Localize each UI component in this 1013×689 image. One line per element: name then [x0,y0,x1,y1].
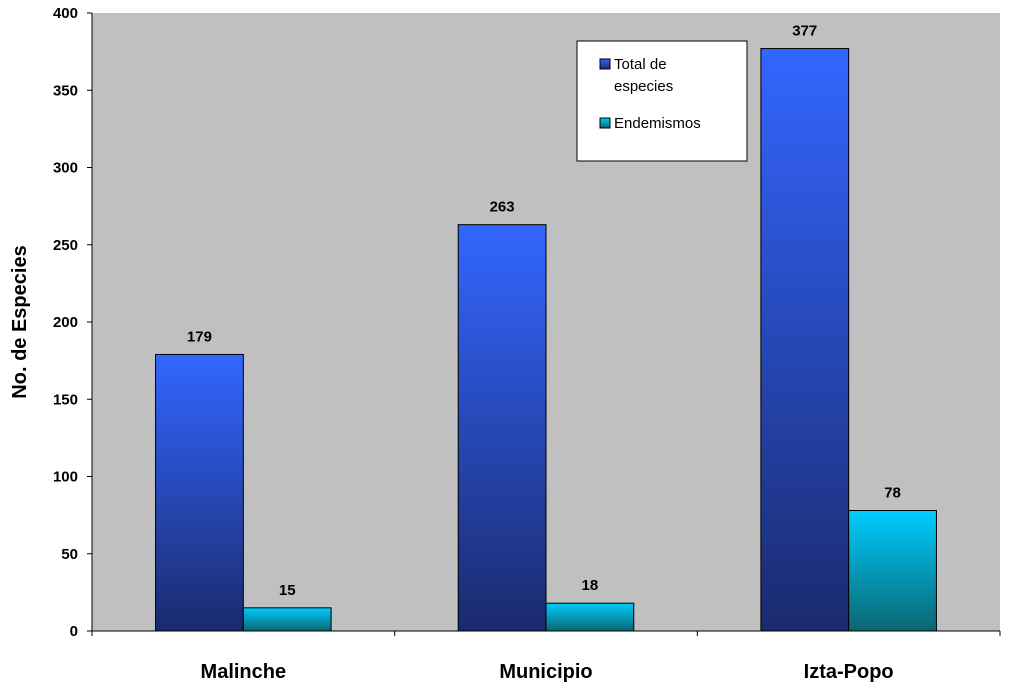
y-tick-label: 300 [53,160,78,177]
x-category-label: Municipio [499,661,592,683]
data-labels: 179 263 377 15 18 78 [187,23,901,599]
legend-swatch-total [599,58,611,70]
data-label: 15 [279,582,296,599]
data-label: 377 [792,23,817,40]
bar-endemismos [545,602,635,632]
data-label: 78 [884,484,901,501]
y-tick-label: 400 [53,5,78,22]
x-category-label: Izta-Popo [804,661,894,683]
y-tick-label: 350 [53,82,78,99]
data-label: 18 [582,577,599,594]
legend-label-total-line2: especies [614,78,673,95]
bar-endemismos [242,607,332,632]
data-label: 263 [490,199,515,216]
bar-total [457,224,547,632]
bar-endemismos [848,509,937,632]
legend-swatch-endemismos [599,117,611,129]
data-label: 179 [187,328,212,345]
legend-label-total-line1: Total de [614,56,667,73]
y-tick-label: 150 [53,391,78,408]
x-category-label: Malinche [201,661,287,683]
bar-total [760,48,850,632]
y-tick-label: 100 [53,469,78,486]
y-tick-label: 250 [53,237,78,254]
bars [155,48,937,632]
y-tick-label: 0 [70,623,78,640]
legend: Total de especies Endemismos [576,40,748,162]
y-tick-label: 50 [61,546,78,563]
bar-total [155,353,244,632]
y-tick-label: 200 [53,314,78,331]
legend-label-endemismos: Endemismos [614,115,701,132]
y-axis-title: No. de Especies [9,245,31,398]
